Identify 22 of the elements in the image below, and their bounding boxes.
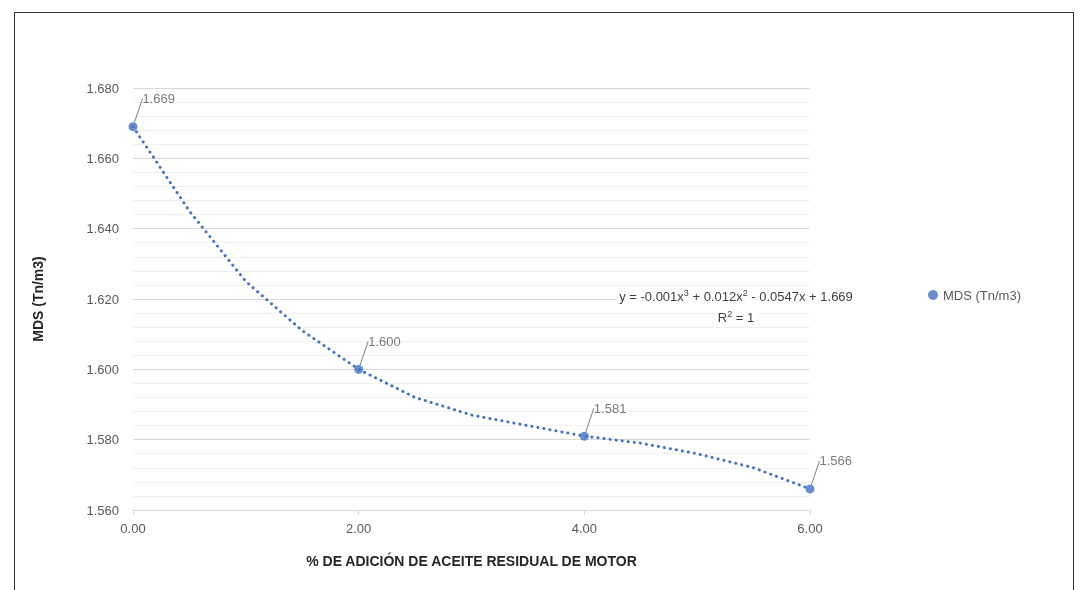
data-label: 1.566	[819, 453, 853, 469]
y-tick-label: 1.600	[86, 361, 119, 377]
y-tick-label: 1.580	[86, 432, 119, 448]
data-label: 1.600	[368, 333, 401, 349]
y-tick-label: 1.680	[86, 80, 119, 96]
data-label: 1.581	[593, 400, 627, 416]
point	[354, 364, 364, 374]
point	[579, 431, 589, 441]
x-tick-label: 4.00	[571, 521, 597, 536]
point	[128, 122, 138, 132]
y-tick-label: 1.560	[86, 502, 119, 518]
x-tick-label: 0.00	[120, 521, 146, 536]
y-tick-label: 1.660	[86, 150, 119, 166]
legend-label: MDS (Tn/m3)	[943, 287, 1021, 303]
data-label: 1.669	[142, 91, 176, 107]
y-axis-title: MDS (Tn/m3)	[30, 256, 46, 342]
point	[805, 484, 815, 494]
y-tick-label: 1.620	[86, 291, 119, 307]
x-tick-label: 2.00	[346, 521, 372, 536]
x-axis-title: % DE ADICIÓN DE ACEITE RESIDUAL DE MOTOR	[306, 552, 637, 569]
y-tick-label: 1.640	[86, 221, 119, 237]
x-tick-label: 6.00	[797, 521, 823, 536]
